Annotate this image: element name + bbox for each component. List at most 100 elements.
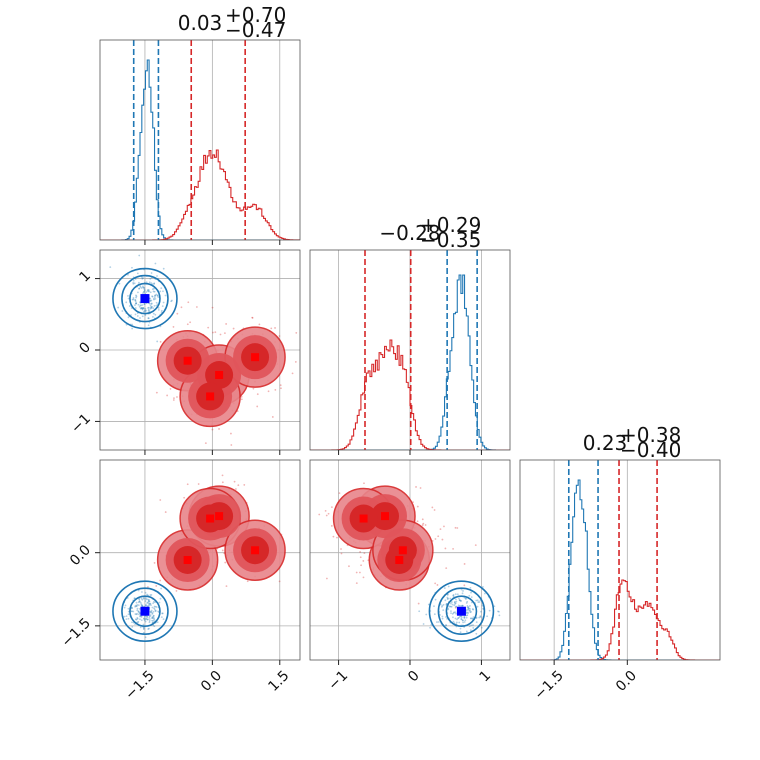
scatter-point-red: [437, 535, 440, 538]
xtick-label-p0-0: −1.5: [122, 668, 157, 703]
scatter-point-blue: [466, 605, 469, 607]
title-p0: 0.03: [178, 11, 223, 35]
marker-red-1: [215, 512, 224, 521]
scatter-point-blue: [144, 600, 147, 602]
scatter-point-blue: [149, 307, 152, 310]
scatter-point-red: [219, 333, 222, 336]
scatter-point-blue: [471, 617, 474, 620]
scatter-point-blue: [147, 288, 150, 291]
scatter-point-red: [340, 552, 343, 555]
scatter-point-blue: [454, 602, 457, 605]
scatter-point-blue: [139, 618, 141, 621]
scatter-point-blue: [159, 597, 162, 600]
scatter-point-blue: [130, 314, 132, 316]
scatter-point-red: [187, 301, 190, 304]
scatter-point-blue: [147, 317, 150, 320]
scatter-point-blue: [475, 632, 478, 635]
scatter-point-red: [232, 327, 235, 330]
scatter-point-blue: [450, 610, 452, 613]
scatter-point-blue: [171, 299, 173, 302]
scatter-point-blue: [467, 608, 470, 611]
scatter-point-blue: [139, 304, 142, 307]
scatter-point-red: [360, 564, 362, 567]
scatter-point-blue: [156, 275, 158, 277]
scatter-point-blue: [452, 594, 455, 596]
scatter-point-blue: [154, 610, 157, 612]
scatter-point-red: [431, 506, 434, 509]
scatter-point-red: [416, 450, 418, 452]
scatter-point-blue: [486, 615, 489, 618]
marker-red-2: [206, 514, 215, 523]
scatter-point-blue: [131, 327, 134, 330]
scatter-point-blue: [460, 618, 463, 621]
scatter-point-red: [176, 396, 178, 398]
scatter-point-blue: [139, 307, 142, 310]
scatter-point-blue: [136, 609, 139, 612]
scatter-point-blue: [459, 627, 462, 630]
scatter-point-blue: [127, 297, 130, 300]
scatter-point-red: [172, 326, 175, 328]
scatter-point-blue: [480, 626, 483, 629]
scatter-point-blue: [141, 307, 144, 310]
scatter-point-blue: [458, 597, 460, 600]
scatter-point-red: [443, 525, 445, 528]
scatter-point-blue: [153, 296, 156, 299]
scatter-point-blue: [471, 608, 474, 610]
scatter-point-red: [246, 580, 249, 583]
hist-blue-p0: [100, 59, 300, 240]
scatter-point-red: [421, 518, 424, 521]
scatter-point-blue: [478, 601, 481, 603]
scatter-point-blue: [465, 630, 468, 633]
scatter-point-red: [159, 499, 162, 501]
scatter-point-blue: [157, 296, 160, 299]
scatter-point-blue: [144, 636, 147, 639]
scatter-point-blue: [162, 290, 164, 293]
scatter-point-red: [359, 556, 362, 559]
scatter-point-red: [169, 388, 172, 390]
scatter-point-blue: [138, 281, 140, 284]
marker-blue-0: [140, 606, 150, 616]
marker-red-1: [381, 512, 389, 521]
scatter-point-red: [207, 326, 210, 329]
scatter-point-blue: [454, 617, 457, 620]
scatter-point-blue: [156, 340, 159, 343]
scatter-point-blue: [138, 600, 141, 603]
scatter-point-blue: [152, 297, 155, 300]
scatter-point-blue: [142, 277, 144, 279]
scatter-point-blue: [475, 617, 478, 620]
scatter-point-red: [153, 562, 156, 564]
scatter-point-blue: [142, 286, 145, 289]
scatter-point-red: [267, 390, 270, 393]
scatter-point-red: [355, 571, 358, 574]
blue-contour-2: [445, 595, 478, 628]
scatter-point-blue: [125, 615, 128, 618]
scatter-point-blue: [152, 610, 155, 613]
scatter-point-blue: [461, 592, 464, 595]
scatter-point-blue: [452, 612, 455, 614]
scatter-point-red: [327, 512, 330, 515]
scatter-point-blue: [480, 610, 482, 613]
scatter-point-blue: [117, 306, 120, 309]
scatter-point-blue: [137, 620, 140, 623]
scatter-point-blue: [123, 615, 126, 618]
scatter-point-red: [224, 561, 227, 564]
ytick-label-2-0: −1.5: [59, 615, 94, 650]
scatter-point-blue: [152, 290, 155, 293]
scatter-point-blue: [156, 294, 159, 297]
scatter-point-blue: [441, 617, 444, 620]
scatter-point-red: [278, 335, 281, 337]
scatter-point-red: [279, 384, 282, 387]
scatter-point-blue: [469, 586, 472, 589]
scatter-point-blue: [451, 603, 454, 606]
scatter-point-blue: [142, 628, 145, 630]
scatter-point-red: [331, 506, 333, 509]
scatter-point-blue: [124, 604, 127, 607]
scatter-point-blue: [465, 597, 467, 600]
scatter-point-blue: [147, 602, 150, 605]
scatter-point-blue: [132, 297, 135, 299]
scatter-point-blue: [151, 295, 154, 298]
scatter-point-blue: [152, 312, 155, 315]
scatter-point-blue: [142, 627, 145, 630]
scatter-point-blue: [461, 604, 464, 607]
scatter-point-red: [419, 487, 422, 489]
